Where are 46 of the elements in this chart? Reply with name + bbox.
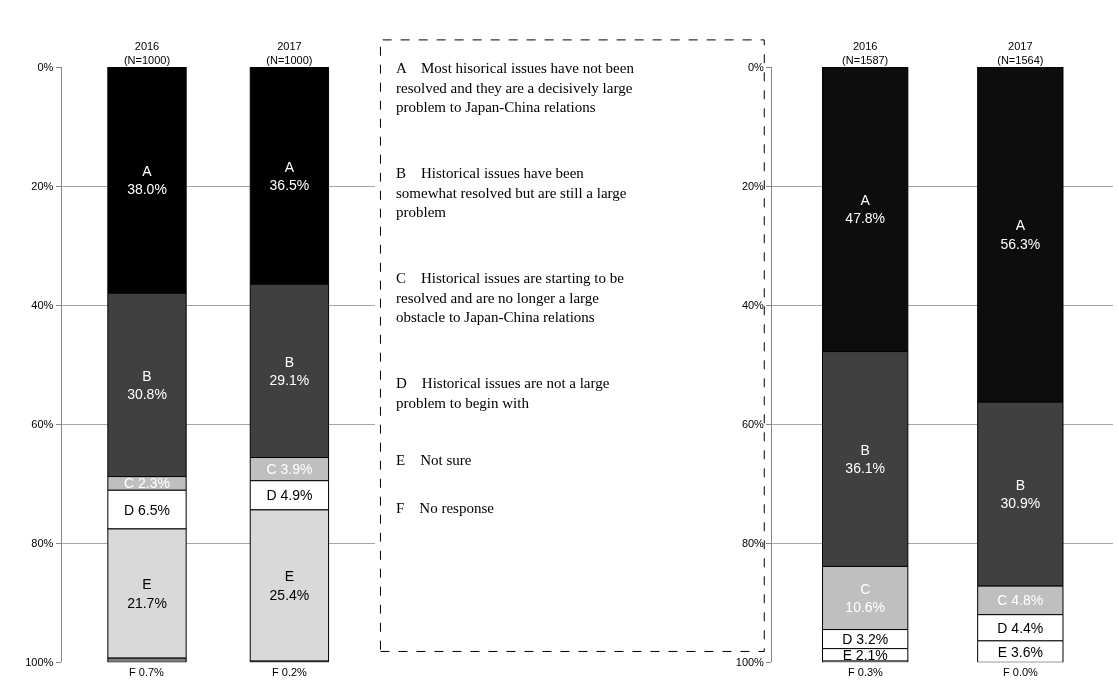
text: C Historical issues are starting to be resolved and are no longer a large obstacle to Japan-China relations [396, 270, 625, 325]
y-tick-label: 100% [25, 656, 54, 669]
data-label: D 6.5% [124, 501, 170, 518]
text: B Historical issues have been somewhat resolved but are still a large problem [396, 165, 627, 220]
data-label: C 10.6% [845, 580, 886, 616]
data-label: E 2.1% [842, 646, 888, 663]
data-label: E 21.7% [127, 576, 167, 611]
y-tick-label: 20% [31, 179, 54, 192]
y-tick-label: 60% [741, 418, 765, 431]
y-tick-label: 0% [37, 60, 54, 73]
data-label: A 38.0% [127, 163, 167, 198]
y-tick-label: 80% [31, 537, 54, 550]
data-label: A 56.3% [1000, 217, 1041, 252]
y-tick-label: 0% [748, 60, 765, 73]
data-label: C 2.3% [124, 475, 170, 492]
data-label: B 30.8% [127, 367, 167, 402]
x-tick-label: 2016 (N=1587) [842, 39, 889, 66]
x-tick-label: 2017 (N=1000) [266, 39, 313, 66]
data-label: C 4.8% [997, 592, 1044, 609]
data-label: D 3.2% [842, 631, 889, 648]
data-label: E 25.4% [269, 568, 310, 603]
data-label: C 3.9% [266, 461, 313, 478]
y-tick-label: 80% [741, 537, 765, 550]
data-label: F 0.7% [129, 666, 165, 678]
data-label: A 36.5% [269, 158, 310, 193]
data-label: D 4.4% [997, 619, 1044, 636]
text: A Most hisorical issues have not been resolved and they are a decisively large problem to Japan-China relations [396, 60, 635, 115]
y-tick-label: 40% [741, 298, 765, 311]
y-tick-label: 100% [735, 656, 765, 669]
data-label: E 3.6% [997, 643, 1043, 660]
x-tick-label: 2016 (N=1000) [123, 39, 171, 66]
data-label: B 29.1% [269, 353, 310, 389]
data-label: F 0.3% [848, 666, 884, 678]
data-label: F 0.2% [272, 666, 308, 678]
data-label: D 4.9% [266, 487, 313, 504]
y-tick-label: 20% [741, 179, 765, 192]
text: E Not sure [396, 452, 472, 468]
data-label: A 47.8% [845, 192, 886, 227]
data-label: B 30.9% [1000, 477, 1041, 512]
y-tick-label: 40% [31, 298, 54, 311]
y-tick-label: 60% [31, 418, 54, 431]
data-label: B 36.1% [845, 441, 886, 477]
text: D Historical issues are not a large problem to begin with [396, 375, 610, 411]
data-label: F 0.0% [1003, 666, 1039, 678]
x-tick-label: 2017 (N=1564) [997, 39, 1044, 66]
text: F No response [396, 500, 495, 516]
